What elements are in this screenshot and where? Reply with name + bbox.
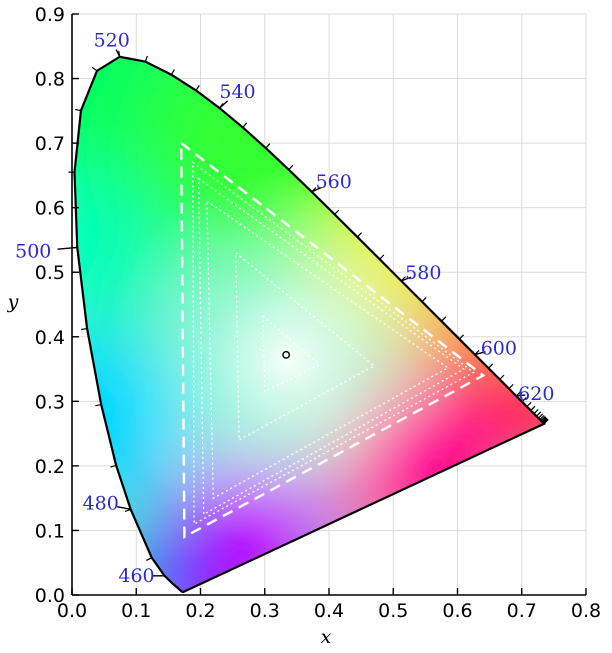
y-tick-label-4: 0.4	[35, 327, 65, 349]
locus-tick	[540, 416, 546, 422]
locus-tick	[458, 334, 465, 340]
locus-tick	[81, 327, 88, 331]
wavelength-label-500: 500	[15, 240, 51, 262]
x-tick-label-4: 0.4	[314, 600, 344, 622]
locus-tick	[521, 397, 527, 403]
gamut-triangle-2	[197, 177, 466, 516]
wavelength-tick-560	[311, 186, 322, 193]
tick-labels: 0.0 0.1 0.2 0.3 0.4 0.5 0.6 0.7 0.8 0.0 0.1 0.2 0.3 0…	[35, 4, 601, 622]
locus-tick	[543, 419, 549, 425]
locus-tick	[195, 85, 200, 91]
wavelength-label-540: 540	[219, 81, 255, 103]
locus-tick	[74, 108, 82, 112]
wavelength-label-560: 560	[316, 171, 352, 193]
locus-tick	[542, 417, 548, 423]
locus-tick	[95, 403, 102, 407]
x-axis-title: x	[321, 626, 332, 648]
wavelength-tick-600	[474, 351, 486, 356]
x-tick-label-5: 0.5	[378, 600, 408, 622]
y-tick-label-0: 0.0	[35, 585, 65, 607]
y-tick-label-8: 0.8	[35, 69, 65, 91]
y-tick-label-6: 0.6	[35, 198, 65, 220]
wavelength-tick-540	[219, 100, 229, 109]
wavelength-tick-520	[115, 49, 121, 58]
gamut-triangle-0	[179, 140, 486, 539]
locus-tick	[441, 316, 447, 322]
locus-tick	[541, 417, 547, 423]
x-tick-label-6: 0.6	[442, 600, 472, 622]
gamut-triangle-3	[206, 199, 450, 500]
locus-tick	[499, 374, 505, 380]
locus-tick	[530, 405, 536, 411]
gamut-triangles	[179, 140, 486, 539]
x-tick-label-2: 0.2	[185, 600, 215, 622]
locus-tick	[288, 164, 294, 171]
x-tick-label-8: 0.8	[571, 600, 601, 622]
y-tick-label-3: 0.3	[35, 391, 65, 413]
locus-tick	[242, 122, 248, 128]
x-tick-label-7: 0.7	[507, 600, 537, 622]
locus-tick	[536, 411, 542, 417]
wavelength-tick-620	[516, 394, 526, 397]
x-tick-label-1: 0.1	[121, 600, 151, 622]
locus-tick	[421, 296, 427, 303]
wavelength-tick-580	[401, 276, 412, 282]
x-tick-label-0: 0.0	[57, 600, 87, 622]
wavelength-labels: 460 480 500 520 540 560 580 600 620	[15, 30, 554, 587]
wavelength-label-460: 460	[118, 565, 154, 587]
wavelength-label-580: 580	[405, 262, 441, 284]
y-tick-label-9: 0.9	[35, 4, 65, 26]
locus-tick	[539, 414, 545, 421]
locus-tick	[110, 464, 117, 468]
gamut-triangle-4	[235, 251, 376, 442]
locus-tick	[144, 55, 148, 62]
locus-tick	[265, 143, 271, 149]
wavelength-label-520: 520	[94, 30, 130, 52]
locus-tick	[488, 363, 494, 369]
locus-tick	[533, 408, 539, 415]
y-tick-label-2: 0.2	[35, 456, 65, 478]
locus-tick	[541, 416, 547, 422]
locus-tick	[379, 254, 385, 260]
white-point-marker	[282, 350, 291, 359]
y-tick-label-1: 0.1	[35, 520, 65, 542]
locus-tick	[526, 401, 532, 407]
locus-tick	[91, 66, 98, 72]
locus-tick	[170, 69, 175, 76]
gamut-triangle-1	[192, 161, 475, 526]
wavelength-tick-480	[117, 505, 131, 511]
locus-tick	[538, 413, 544, 419]
y-axis-title: y	[7, 291, 19, 313]
y-tick-label-7: 0.7	[35, 133, 65, 155]
locus-tick	[334, 209, 340, 215]
locus-tick	[146, 557, 153, 561]
axes	[71, 13, 587, 596]
wavelength-label-600: 600	[481, 338, 517, 360]
y-tick-label-5: 0.5	[35, 262, 65, 284]
wavelength-label-620: 620	[518, 383, 554, 405]
x-tick-label-3: 0.3	[250, 600, 280, 622]
locus-tick	[356, 232, 362, 238]
wavelength-tick-500	[57, 246, 78, 250]
locus-tick	[508, 383, 514, 390]
wavelength-label-480: 480	[83, 492, 119, 514]
